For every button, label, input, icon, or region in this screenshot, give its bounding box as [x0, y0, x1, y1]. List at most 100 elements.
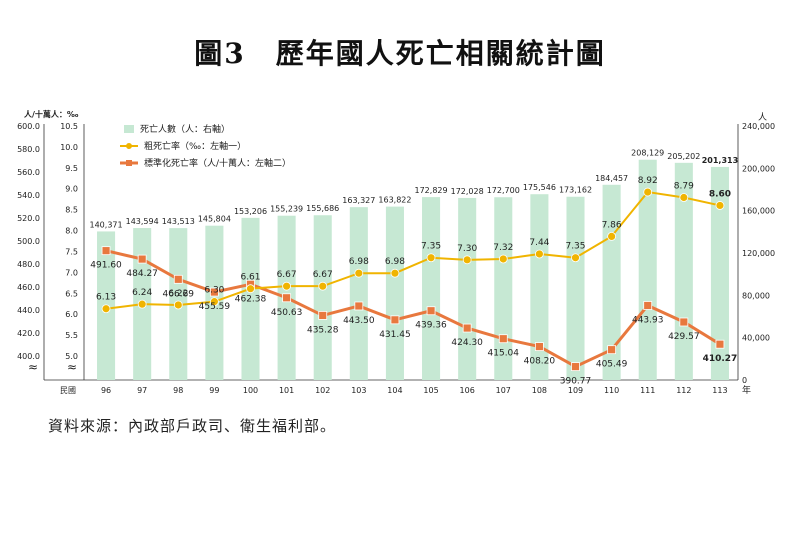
standardized-rate-label: 435.28 [307, 325, 339, 335]
x-tick-label: 113 [712, 386, 727, 395]
bar [458, 197, 477, 380]
standardized-rate-point [354, 301, 364, 311]
left-axis2-tick-label: 420.0 [17, 329, 40, 338]
x-tick-label: 112 [676, 386, 691, 395]
crude-rate-point [426, 253, 436, 263]
crude-rate-point [209, 297, 219, 307]
bar [602, 184, 621, 380]
bar [241, 217, 260, 380]
axis-break-symbol: ≈ [28, 360, 38, 374]
x-tick-label: 107 [496, 386, 511, 395]
standardized-rate-label: 429.57 [668, 332, 700, 342]
standardized-rate-label: 439.36 [415, 321, 447, 331]
x-tick-label: 106 [460, 386, 475, 395]
crude-rate-point [571, 253, 580, 263]
left-axis1-tick-label: 7.5 [65, 247, 78, 256]
x-tick-label: 108 [532, 386, 547, 395]
crude-rate-point [679, 193, 689, 202]
bar-data-label: 145,804 [198, 215, 231, 224]
x-tick-label: 99 [209, 386, 219, 395]
bar-series [97, 159, 729, 380]
standardized-rate-point [209, 287, 219, 297]
crude-rate-point [318, 281, 328, 291]
crude-rate-label: 7.30 [457, 244, 477, 254]
x-tick-label: 103 [351, 386, 366, 395]
right-axis-tick-label: 80,000 [742, 291, 770, 300]
bar [530, 194, 549, 380]
bar-data-label: 172,829 [415, 186, 448, 195]
standardized-rate-point [498, 334, 508, 344]
crude-rate-label: 6.98 [385, 257, 405, 267]
crude-rate-label: 6.61 [240, 273, 260, 283]
standardized-rate-point [715, 339, 725, 349]
crude-rate-label: 8.60 [709, 189, 731, 199]
crude-rate-point [101, 304, 111, 314]
crude-rate-point [137, 299, 147, 309]
x-tick-label: 104 [387, 386, 402, 395]
x-tick-label: 100 [243, 386, 258, 395]
bar-data-label: 205,202 [667, 152, 700, 161]
bar-data-label: 143,513 [162, 217, 195, 226]
left-axis1-tick-label: 8.0 [65, 227, 78, 236]
bar-data-label: 184,457 [595, 174, 628, 183]
standardized-rate-label: 408.20 [524, 357, 556, 367]
crude-rate-point [643, 187, 653, 197]
left-axis1-tick-label: 9.0 [65, 185, 78, 194]
x-tick-label: 105 [423, 386, 438, 395]
left-axis1-tick-label: 9.5 [65, 164, 78, 173]
crude-rate-label: 8.79 [674, 182, 694, 192]
left-axis2-tick-label: 580.0 [17, 145, 40, 154]
bar-data-label: 155,686 [306, 204, 339, 213]
bar [710, 166, 729, 380]
crude-rate-label: 8.92 [638, 176, 658, 186]
bar-data-label: 140,371 [90, 220, 123, 229]
bar-data-label: 201,313 [702, 156, 738, 165]
crude-rate-label: 7.35 [565, 242, 585, 252]
standardized-rate-point [679, 317, 689, 327]
standardized-rate-label: 415.04 [488, 349, 520, 359]
left-axis1-tick-label: 5.5 [65, 331, 78, 340]
bar [566, 196, 585, 380]
crude-rate-point [715, 201, 725, 210]
crude-rate-label: 7.32 [493, 243, 513, 253]
standardized-rate-label: 443.50 [343, 316, 375, 326]
x-tick-label: 101 [279, 386, 294, 395]
standardized-rate-label: 424.30 [451, 338, 483, 348]
x-axis-unit: 年 [742, 384, 751, 396]
crude-rate-point [246, 284, 255, 294]
standardized-rate-point [571, 362, 580, 372]
crude-rate-label: 7.44 [529, 238, 549, 248]
left-axis2-tick-label: 600.0 [17, 122, 40, 131]
left-axis1-tick-label: 5.0 [65, 352, 78, 361]
crude-rate-label: 7.86 [602, 220, 622, 230]
bar-data-label: 208,129 [631, 149, 664, 158]
crude-rate-point [282, 281, 292, 291]
right-axis-tick-label: 160,000 [742, 207, 775, 216]
right-axis-unit-label: 人 [758, 112, 767, 123]
standardized-rate-line [105, 249, 721, 369]
chart-title: 圖3 歷年國人死亡相關統計圖 [194, 37, 606, 70]
left-axis1-tick-label: 10.0 [60, 143, 78, 152]
right-axis-tick-label: 0 [742, 376, 747, 385]
crude-rate-point [462, 255, 472, 265]
left-axis1-tick-label: 7.0 [65, 268, 78, 277]
crude-rate-label: 6.13 [96, 293, 116, 303]
standardized-rate-label: 450.63 [271, 308, 303, 318]
x-tick-label: 111 [640, 386, 655, 395]
left-axis2-tick-label: 440.0 [17, 306, 40, 315]
chart-area: 400.0 420.0 440.0 460.0 480.0 500.0 520.0 540.0… [17, 109, 775, 396]
legend-label-standardized: 標準化死亡率（人/十萬人：左軸二） [144, 157, 291, 169]
crude-rate-point [354, 268, 364, 278]
left-axis2-tick-label: 480.0 [17, 260, 40, 269]
x-axis-label: 民國 [60, 386, 76, 395]
legend-label-crude: 粗死亡率（‰：左軸一） [144, 140, 246, 152]
standardized-rate-label: 462.38 [235, 294, 267, 304]
line-series [101, 187, 725, 372]
standardized-rate-point [643, 301, 653, 310]
right-axis-tick-label: 200,000 [742, 164, 775, 173]
axis-break-symbol: ≈ [67, 360, 77, 374]
standardized-rate-point [173, 274, 183, 284]
left-axis2-tick-label: 500.0 [17, 237, 40, 246]
right-axis-tick-label: 40,000 [742, 334, 770, 343]
